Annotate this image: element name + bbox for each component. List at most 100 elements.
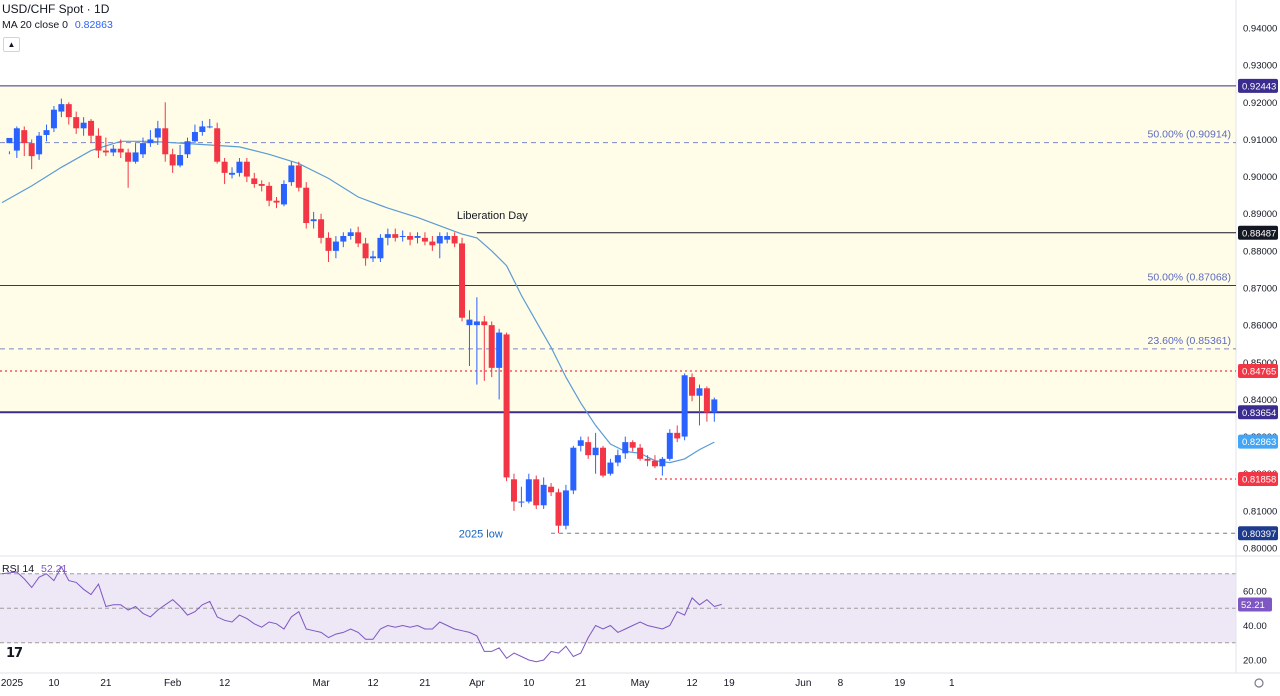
candle: [88, 119, 95, 144]
candle-body: [444, 236, 451, 240]
level-tag-3: [1238, 364, 1278, 379]
candle: [251, 172, 258, 188]
candle-body: [191, 132, 198, 142]
candle-body: [36, 135, 43, 155]
candle-body: [570, 447, 577, 491]
chevron-up-icon[interactable]: ▲: [3, 37, 20, 52]
candle-body: [28, 143, 35, 157]
candle: [703, 386, 710, 422]
candle-body: [251, 178, 258, 184]
level-tag-label-3: 0.84765: [1242, 367, 1276, 378]
candle: [377, 234, 384, 262]
rsi-tag: [1238, 597, 1272, 612]
candle: [347, 228, 354, 240]
candles: [6, 98, 718, 534]
candle: [540, 477, 547, 509]
candle-body: [88, 120, 95, 136]
candle: [548, 483, 555, 496]
ma-legend[interactable]: MA 20 close 0 0.82863: [2, 19, 113, 31]
x-tick-label: 8: [838, 678, 844, 689]
candle-body: [266, 185, 273, 201]
candle-body: [21, 130, 28, 144]
candle: [332, 236, 339, 259]
candle-body: [473, 321, 480, 326]
candle: [466, 310, 473, 366]
candle: [666, 429, 673, 461]
candle-body: [436, 236, 443, 244]
candle-body: [377, 237, 384, 259]
candle-body: [614, 455, 621, 463]
y-tick-label: 0.85000: [1243, 358, 1277, 369]
tradingview-logo-icon[interactable]: 17: [6, 646, 23, 661]
chart-title[interactable]: USD/CHF Spot · 1D: [2, 2, 110, 16]
annotation-2025-low: 2025 low: [459, 528, 503, 540]
candle-body: [562, 490, 569, 526]
candle-body: [451, 236, 458, 244]
candle-body: [95, 135, 102, 151]
ma-legend-label: MA 20 close 0: [2, 19, 68, 31]
candle: [58, 98, 65, 118]
y-tick-label: 0.91000: [1243, 135, 1277, 146]
candle: [659, 457, 666, 476]
candle-body: [711, 399, 718, 413]
y-tick-label: 0.87000: [1243, 284, 1277, 295]
candle-body: [273, 200, 280, 203]
candle-body: [622, 442, 629, 454]
candle: [132, 143, 139, 164]
candle-body: [525, 479, 532, 502]
rsi-y-tick-label: 40.00: [1243, 621, 1267, 632]
rsi-legend[interactable]: RSI 14 52.21: [2, 563, 67, 575]
level-tag-label-4: 0.83654: [1242, 408, 1276, 419]
candle-body: [384, 234, 391, 238]
candle: [421, 232, 428, 246]
candle-body: [221, 161, 228, 173]
level-tag-0: [1238, 78, 1278, 93]
candle: [43, 124, 50, 142]
candle: [384, 228, 391, 246]
x-tick-label: May: [631, 678, 650, 689]
ma-tag: [1238, 434, 1278, 449]
candle-body: [147, 139, 154, 144]
candle-body: [540, 484, 547, 506]
candle: [651, 455, 658, 469]
candle-body: [355, 232, 362, 244]
candle: [622, 436, 629, 459]
candle-body: [362, 243, 369, 259]
rsi-line: [1, 565, 722, 663]
candle-body: [169, 154, 176, 166]
candle-body: [139, 143, 146, 155]
candle-body: [689, 377, 696, 396]
y-tick-label: 0.86000: [1243, 321, 1277, 332]
candle: [629, 440, 636, 452]
candle: [318, 213, 325, 244]
candle: [696, 384, 703, 426]
candle-body: [421, 237, 428, 242]
candle-body: [13, 128, 20, 151]
candle-body: [674, 432, 681, 439]
candle-body: [43, 130, 50, 135]
y-tick-label: 0.94000: [1243, 24, 1277, 35]
candle: [147, 130, 154, 147]
candle: [303, 182, 310, 229]
candle: [533, 475, 540, 509]
candle: [154, 120, 161, 145]
candle-body: [162, 128, 169, 155]
y-tick-label: 0.81000: [1243, 506, 1277, 517]
candle: [162, 102, 169, 162]
candle: [496, 328, 503, 400]
candle: [117, 139, 124, 158]
rsi-legend-label: RSI 14: [2, 563, 35, 575]
candle-body: [80, 122, 87, 129]
candle: [644, 455, 651, 467]
settings-gear-icon[interactable]: [1254, 678, 1264, 688]
candle-body: [629, 442, 636, 448]
candle-body: [703, 388, 710, 413]
candle-body: [58, 104, 65, 112]
candle-body: [666, 432, 673, 459]
candle: [570, 445, 577, 495]
candle-body: [488, 325, 495, 368]
rsi-legend-value: 52.21: [41, 563, 68, 575]
annotation-liberation-day: Liberation Day: [457, 210, 528, 222]
